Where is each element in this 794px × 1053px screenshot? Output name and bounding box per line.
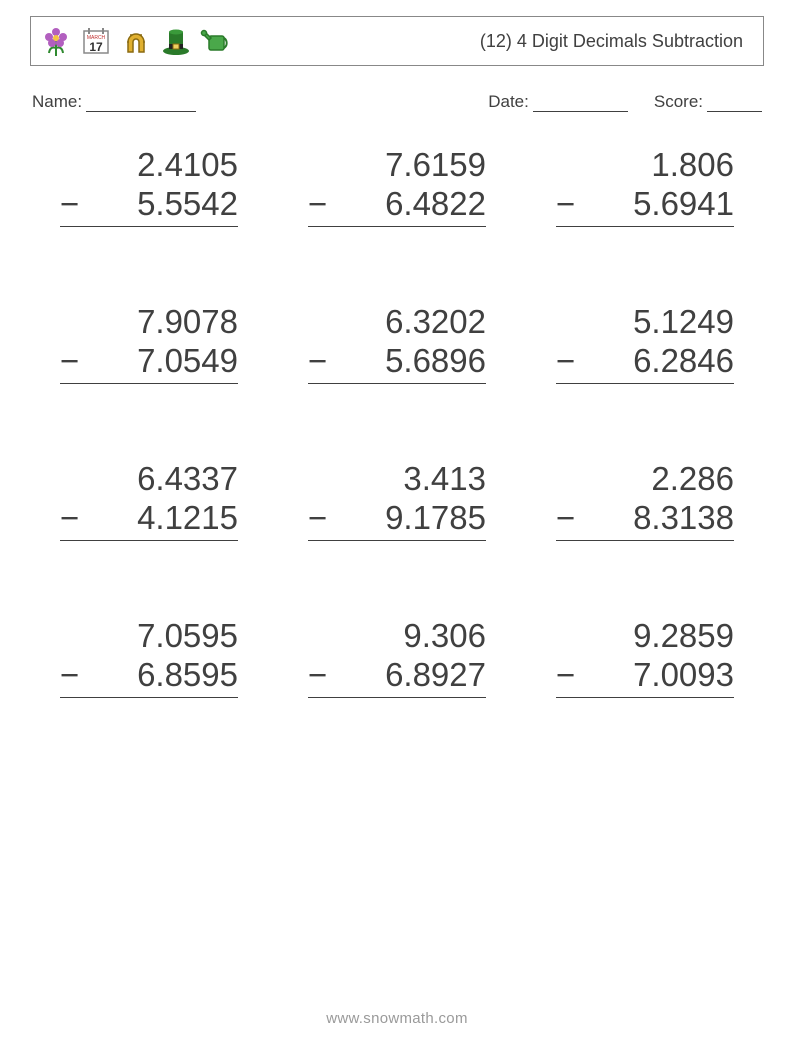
operator: −	[308, 342, 329, 381]
subtrahend: 7.0093	[633, 656, 734, 695]
subtrahend-row: − 5.6896	[308, 342, 486, 384]
date-label: Date:	[488, 92, 529, 112]
subtrahend-row: − 9.1785	[308, 499, 486, 541]
operator: −	[308, 185, 329, 224]
horseshoe-icon	[119, 24, 153, 58]
score-label: Score:	[654, 92, 703, 112]
operator: −	[308, 499, 329, 538]
subtrahend: 4.1215	[137, 499, 238, 538]
worksheet-title: (12) 4 Digit Decimals Subtraction	[480, 31, 743, 52]
minuend: 6.4337	[60, 460, 238, 499]
subtrahend: 6.2846	[633, 342, 734, 381]
subtrahend-row: − 5.6941	[556, 185, 734, 227]
problem: 2.286− 8.3138	[556, 460, 734, 541]
subtrahend-row: − 5.5542	[60, 185, 238, 227]
problem: 6.3202− 5.6896	[308, 303, 486, 384]
problem: 2.4105− 5.5542	[60, 146, 238, 227]
problem: 7.6159− 6.4822	[308, 146, 486, 227]
operator: −	[556, 342, 577, 381]
minuend: 6.3202	[308, 303, 486, 342]
header-icons: MARCH 17	[39, 24, 233, 58]
subtrahend-row: − 6.8595	[60, 656, 238, 698]
problem: 5.1249− 6.2846	[556, 303, 734, 384]
meta-row: Name: Date: Score:	[30, 92, 764, 112]
minuend: 5.1249	[556, 303, 734, 342]
minuend: 9.306	[308, 617, 486, 656]
meta-name: Name:	[32, 92, 196, 112]
top-hat-icon	[159, 24, 193, 58]
operator: −	[60, 656, 81, 695]
subtrahend: 8.3138	[633, 499, 734, 538]
score-blank[interactable]	[707, 95, 762, 112]
subtrahend-row: − 4.1215	[60, 499, 238, 541]
operator: −	[556, 656, 577, 695]
subtrahend: 5.6941	[633, 185, 734, 224]
footer-url: www.snowmath.com	[0, 1010, 794, 1027]
subtrahend: 6.8595	[137, 656, 238, 695]
operator: −	[60, 499, 81, 538]
problem: 6.4337− 4.1215	[60, 460, 238, 541]
subtrahend: 5.6896	[385, 342, 486, 381]
subtrahend-row: − 6.8927	[308, 656, 486, 698]
subtrahend: 6.4822	[385, 185, 486, 224]
subtrahend-row: − 7.0093	[556, 656, 734, 698]
minuend: 9.2859	[556, 617, 734, 656]
calendar-icon: MARCH 17	[79, 24, 113, 58]
subtrahend: 9.1785	[385, 499, 486, 538]
problem: 9.306− 6.8927	[308, 617, 486, 698]
minuend: 7.0595	[60, 617, 238, 656]
watering-can-icon	[199, 24, 233, 58]
header: MARCH 17	[30, 16, 764, 66]
problem: 7.0595− 6.8595	[60, 617, 238, 698]
subtrahend: 6.8927	[385, 656, 486, 695]
operator: −	[556, 499, 577, 538]
date-blank[interactable]	[533, 95, 628, 112]
minuend: 7.6159	[308, 146, 486, 185]
operator: −	[556, 185, 577, 224]
flower-icon	[39, 24, 73, 58]
minuend: 7.9078	[60, 303, 238, 342]
subtrahend-row: − 8.3138	[556, 499, 734, 541]
subtrahend-row: − 6.4822	[308, 185, 486, 227]
problem: 1.806− 5.6941	[556, 146, 734, 227]
operator: −	[60, 185, 81, 224]
svg-text:17: 17	[89, 40, 103, 54]
minuend: 2.4105	[60, 146, 238, 185]
subtrahend-row: − 6.2846	[556, 342, 734, 384]
subtrahend-row: − 7.0549	[60, 342, 238, 384]
operator: −	[60, 342, 81, 381]
problems-grid: 2.4105−5.55427.6159−6.48221.806−5.69417.…	[30, 146, 764, 698]
minuend: 3.413	[308, 460, 486, 499]
subtrahend: 5.5542	[137, 185, 238, 224]
name-blank[interactable]	[86, 95, 196, 112]
problem: 3.413− 9.1785	[308, 460, 486, 541]
operator: −	[308, 656, 329, 695]
name-label: Name:	[32, 92, 82, 112]
worksheet-page: MARCH 17	[0, 0, 794, 1053]
subtrahend: 7.0549	[137, 342, 238, 381]
problem: 7.9078− 7.0549	[60, 303, 238, 384]
minuend: 2.286	[556, 460, 734, 499]
problem: 9.2859− 7.0093	[556, 617, 734, 698]
minuend: 1.806	[556, 146, 734, 185]
